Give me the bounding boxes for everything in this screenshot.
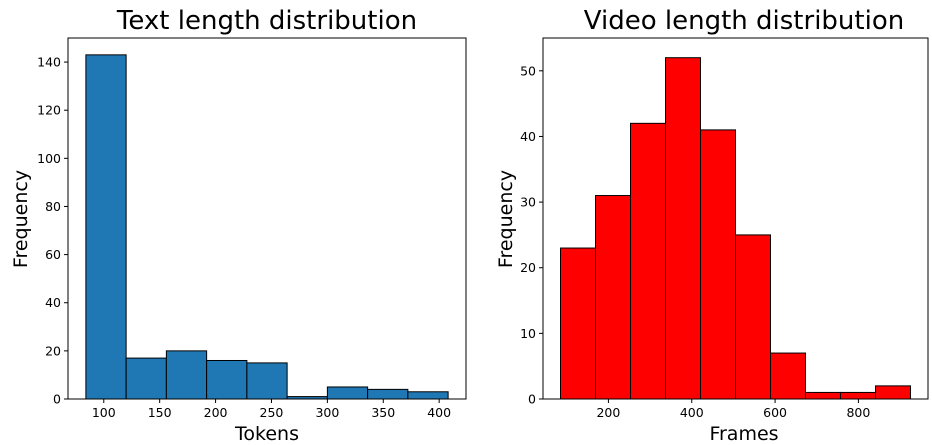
x-tick-label: 800 (846, 405, 870, 420)
histogram-bar (165, 350, 208, 400)
histogram-bar (407, 391, 449, 400)
x-tick-label: 200 (204, 405, 228, 420)
histogram-bar (367, 388, 409, 400)
bars (560, 57, 911, 400)
y-tick-label: 50 (520, 63, 536, 78)
y-tick-label: 30 (520, 195, 536, 210)
y-axis-label: Frequency (495, 170, 517, 268)
x-tick-label: 200 (596, 405, 620, 420)
y-tick-label: 40 (520, 129, 536, 144)
histogram-bar (125, 357, 167, 400)
histogram-bar (805, 391, 841, 400)
x-tick-label: 100 (92, 405, 116, 420)
y-axis-label: Frequency (10, 170, 32, 268)
x-tick-label: 350 (371, 405, 395, 420)
x-tick-label: 150 (148, 405, 172, 420)
y-tick-label: 140 (37, 55, 61, 70)
histogram-bar (630, 122, 666, 400)
y-tick-label: 10 (520, 326, 536, 341)
x-axis-ticks: 200 400 600 800 (596, 399, 870, 420)
histogram-bar (875, 385, 911, 400)
y-tick-label: 100 (37, 151, 61, 166)
y-tick-label: 60 (45, 247, 61, 262)
chart-title: Video length distribution (584, 6, 904, 36)
histogram-bar (665, 57, 701, 400)
x-tick-label: 600 (763, 405, 787, 420)
histogram-bar (326, 386, 369, 400)
y-tick-label: 20 (520, 260, 536, 275)
y-tick-label: 120 (37, 103, 61, 118)
histogram-bar (840, 391, 876, 400)
x-tick-label: 250 (260, 405, 284, 420)
x-axis-ticks: 100 150 200 250 300 350 400 (92, 399, 451, 420)
histogram-bar (735, 234, 771, 400)
bars (85, 54, 449, 400)
plot-area-frame (542, 37, 929, 400)
y-tick-label: 20 (45, 343, 61, 358)
histogram-bar (595, 195, 631, 400)
chart-title: Text length distribution (116, 6, 417, 36)
y-tick-label: 40 (45, 295, 61, 310)
histogram-bar (770, 352, 806, 400)
y-tick-label: 0 (528, 392, 536, 407)
y-tick-label: 80 (45, 199, 61, 214)
text-length-histogram: Text length distribution 100 150 200 250 300… (10, 6, 467, 445)
x-axis-label: Frames (709, 423, 778, 445)
x-tick-label: 400 (680, 405, 704, 420)
histogram-bar (85, 54, 127, 400)
histogram-bar (246, 362, 288, 400)
histogram-bar (206, 359, 248, 400)
x-tick-label: 400 (427, 405, 451, 420)
y-axis-ticks: 0 20 40 60 80 100 120 140 (37, 55, 68, 407)
y-tick-label: 0 (53, 392, 61, 407)
video-length-histogram: Video length distribution 200 400 600 800 0… (495, 6, 929, 445)
plot-area-frame (67, 37, 467, 400)
x-axis-label: Tokens (234, 423, 299, 445)
histogram-bar (560, 247, 596, 400)
y-axis-ticks: 0 10 20 30 40 50 (520, 63, 543, 407)
x-tick-label: 300 (315, 405, 339, 420)
histogram-bar (700, 129, 736, 400)
